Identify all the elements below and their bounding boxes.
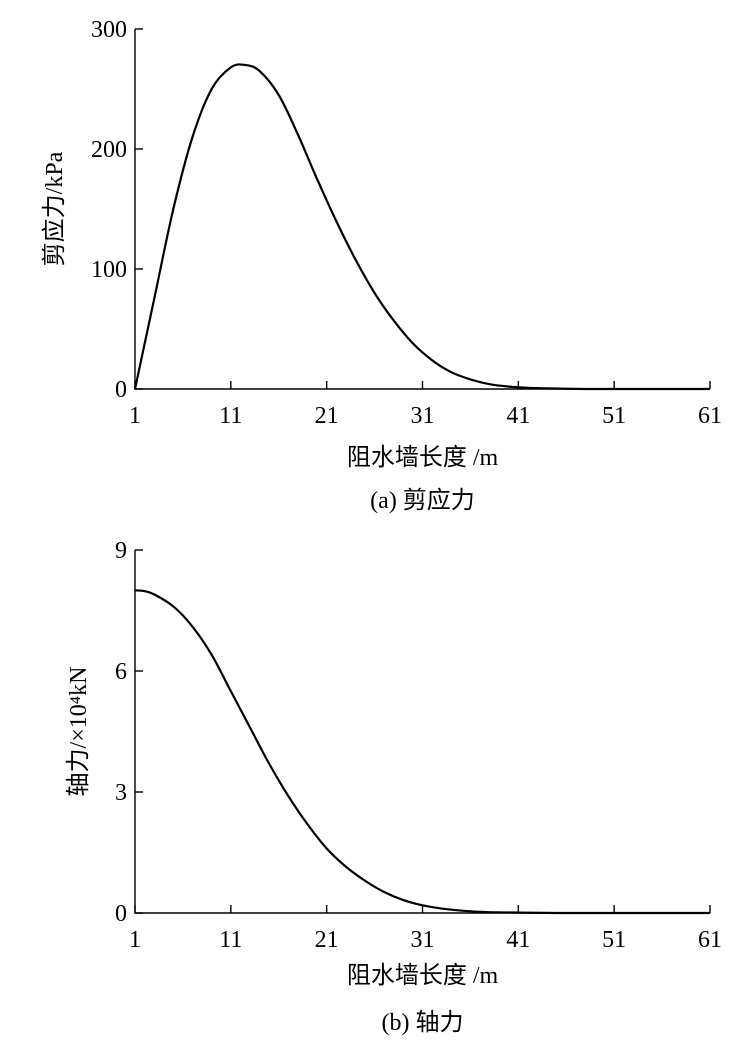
panel-a-x-tick-label-1: 11 [219,403,242,429]
panel-b-y-tick-label-0: 0 [115,901,127,927]
panel-b-y-tick-label-1: 3 [115,780,127,806]
panel-b-x-tick-label-4: 41 [506,927,530,953]
panel-b-y-axis-label: 轴力/×10⁴kN [65,667,92,797]
panel-b-x-tick-label-2: 21 [315,927,339,953]
panel-a-x-tick-label-6: 61 [698,403,722,429]
panel-a-y-tick-label-2: 200 [91,137,127,163]
panel-a-axes [134,29,710,390]
shear-stress-curve [133,63,710,391]
panel-a-x-tick-label-4: 41 [506,403,530,429]
panel-a-y-tick-label-1: 100 [91,257,127,283]
panel-a-x-tick-label-5: 51 [602,403,626,429]
panel-b-y-tick-label-2: 6 [115,659,127,685]
panel-a-x-tick-label-3: 31 [411,403,435,429]
panel-a-y-axis-label: 剪应力/kPa [41,151,68,266]
axial-force-curve [134,589,710,915]
panel-b-x-tick-label-5: 51 [602,927,626,953]
panel-b-caption: (b) 轴力 [382,1009,464,1036]
panel-b-x-tick-label-3: 31 [411,927,435,953]
panel-a-y-tick-label-3: 300 [91,17,127,43]
panel-a-y-tick-label-0: 0 [115,377,127,403]
panel-a-x-axis-label: 阻水墙长度 /m [347,444,499,471]
panel-b-axes [134,550,710,914]
panel-b-x-axis-label: 阻水墙长度 /m [347,962,499,989]
panel-a-x-tick-label-0: 1 [129,403,141,429]
panel-a-caption: (a) 剪应力 [370,487,475,514]
panel-b-y-tick-label-3: 9 [115,538,127,564]
panel-b-x-tick-label-1: 11 [219,927,242,953]
panel-b-x-tick-label-6: 61 [698,927,722,953]
panel-b-x-tick-label-0: 1 [129,927,141,953]
panel-a-x-tick-label-2: 21 [315,403,339,429]
